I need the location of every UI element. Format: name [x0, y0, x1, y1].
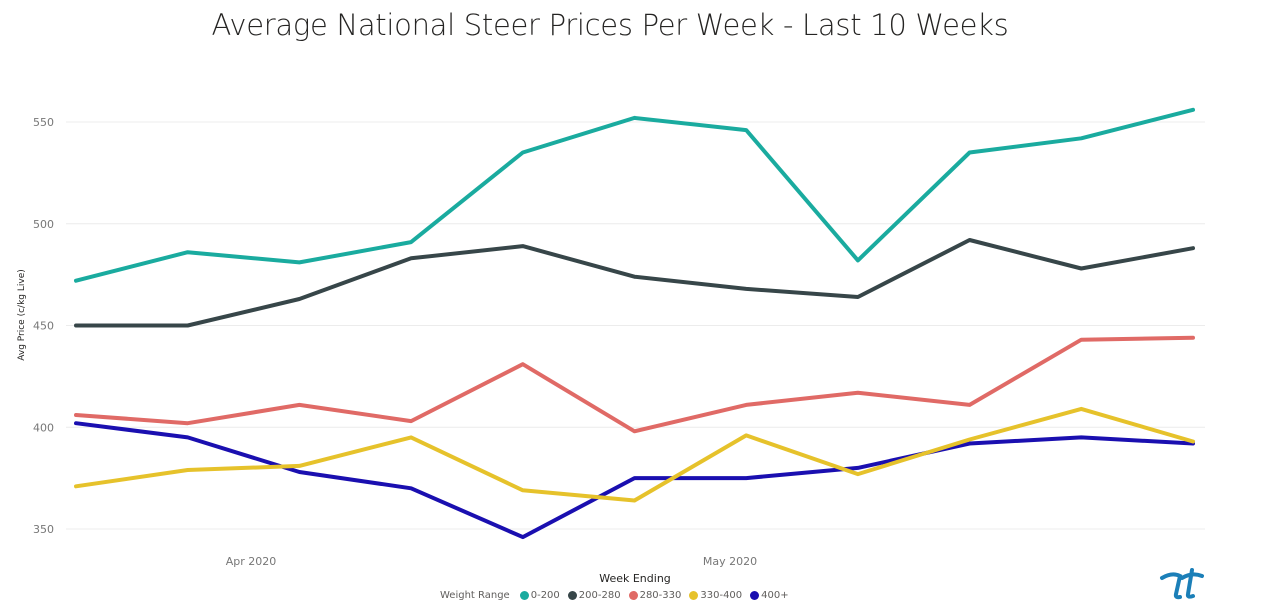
y-axis-label: Avg Price (c/kg Live) — [17, 269, 27, 361]
legend-label: 200-280 — [578, 590, 621, 601]
series-line-330-400 — [74, 406, 1195, 503]
x-axis-ticks: Apr 2020 May 2020 — [226, 555, 757, 568]
chart-title: Average National Steer Prices Per Week -… — [211, 8, 1009, 42]
series-line-0-200 — [74, 107, 1195, 283]
series-line-200-280 — [74, 238, 1195, 328]
legend-label: 330-400 — [700, 590, 743, 601]
legend-swatch — [628, 591, 638, 600]
legend-label: 280-330 — [639, 590, 682, 601]
legend-items: 0-200 200-280 280-330 330-400 400+ — [514, 590, 789, 601]
y-tick-label: 350 — [33, 523, 54, 536]
y-tick-label: 550 — [33, 116, 54, 129]
y-tick-label: 500 — [33, 218, 54, 231]
series-line-400+ — [74, 421, 1195, 540]
y-axis-ticks: 350 400 450 500 550 — [33, 116, 54, 536]
legend-swatch — [689, 591, 699, 600]
gridlines — [66, 121, 1205, 530]
legend-swatch — [750, 591, 760, 600]
y-tick-label: 450 — [33, 320, 54, 333]
legend: Weight Range 0-200 200-280 280-330 330-400 4… — [440, 590, 789, 601]
series-lines — [74, 107, 1195, 540]
brand-logo-icon — [1160, 568, 1204, 600]
y-tick-label: 400 — [33, 421, 54, 434]
x-axis-label: Week Ending — [599, 572, 671, 585]
legend-label: 400+ — [761, 590, 789, 601]
x-tick-label: May 2020 — [703, 555, 757, 568]
legend-title: Weight Range — [440, 590, 510, 601]
legend-label: 0-200 — [530, 590, 560, 601]
x-tick-label: Apr 2020 — [226, 555, 277, 568]
series-line-280-330 — [74, 335, 1195, 434]
legend-swatch — [519, 591, 529, 600]
legend-swatch — [567, 591, 577, 600]
y-axis-label-wrap: Avg Price (c/kg Live) — [12, 269, 32, 370]
